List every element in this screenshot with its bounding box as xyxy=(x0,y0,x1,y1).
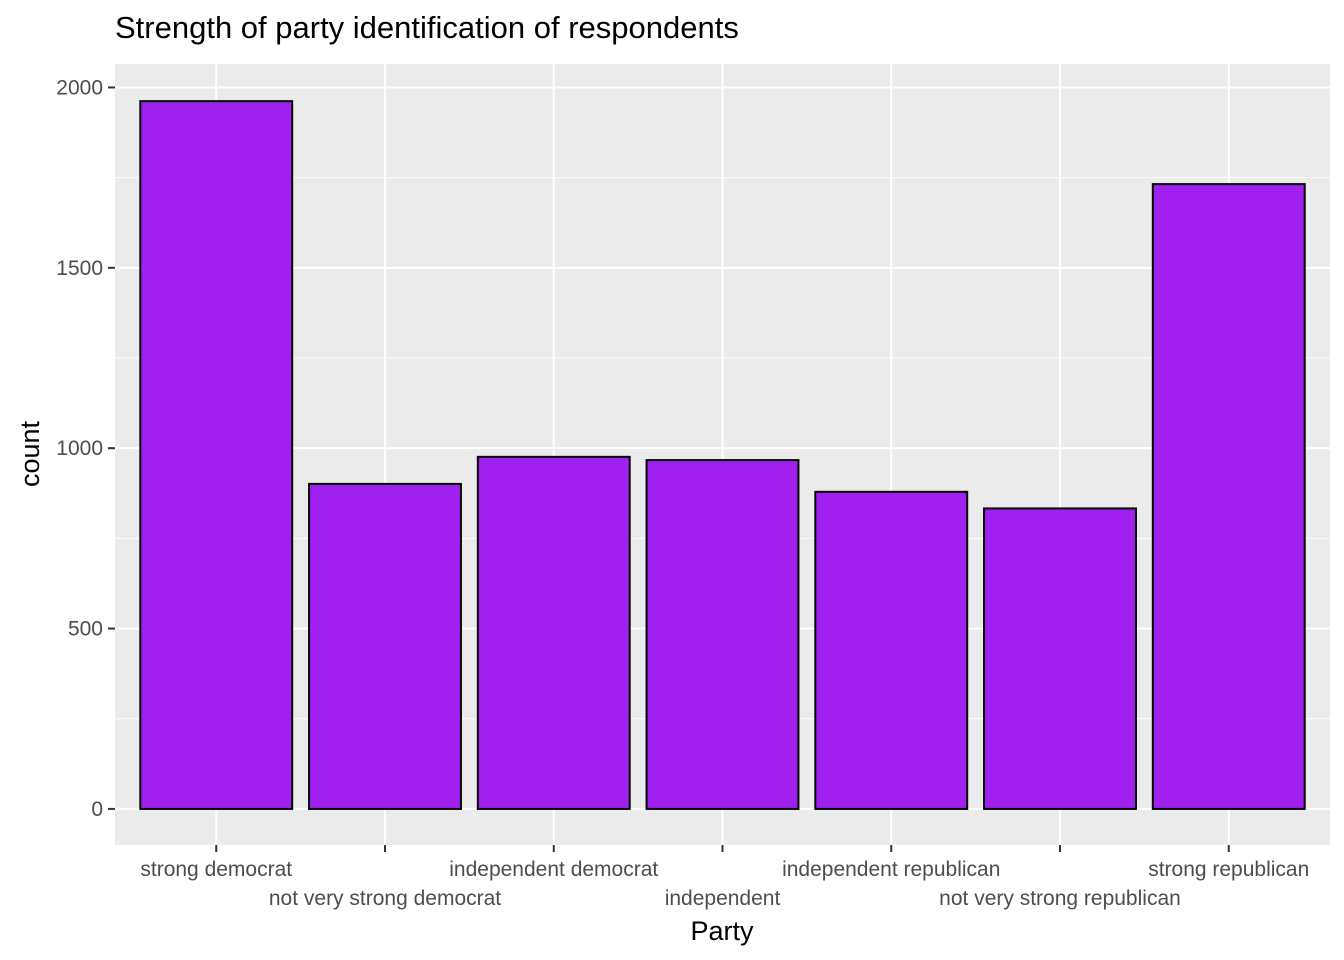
bar xyxy=(308,482,462,810)
x-tick-label: strong republican xyxy=(1148,858,1309,881)
bar xyxy=(476,455,631,810)
chart-title: Strength of party identification of resp… xyxy=(115,10,739,45)
bar xyxy=(814,490,969,810)
x-tick-label: strong democrat xyxy=(140,858,292,881)
x-tick-label: independent democrat xyxy=(449,858,658,881)
x-tick-label: independent xyxy=(665,887,781,910)
bar xyxy=(645,459,800,810)
bar xyxy=(1151,183,1306,810)
y-axis-title: count xyxy=(15,420,45,487)
x-axis-title: Party xyxy=(690,916,754,946)
bar xyxy=(139,100,294,810)
x-tick-label: independent republican xyxy=(782,858,1000,881)
bars xyxy=(139,100,1306,810)
y-axis: 0 500 1000 1500 2000 xyxy=(56,76,115,821)
y-tick-label: 1000 xyxy=(56,437,103,460)
y-tick-label: 1500 xyxy=(56,257,103,280)
y-tick-label: 2000 xyxy=(56,76,103,99)
y-tick-label: 500 xyxy=(68,618,103,641)
bar xyxy=(983,507,1137,810)
x-tick-label: not very strong republican xyxy=(939,887,1181,910)
x-axis: strong democrat not very strong democrat i… xyxy=(140,845,1309,910)
x-tick-label: not very strong democrat xyxy=(269,887,501,910)
y-tick-label: 0 xyxy=(91,798,103,821)
